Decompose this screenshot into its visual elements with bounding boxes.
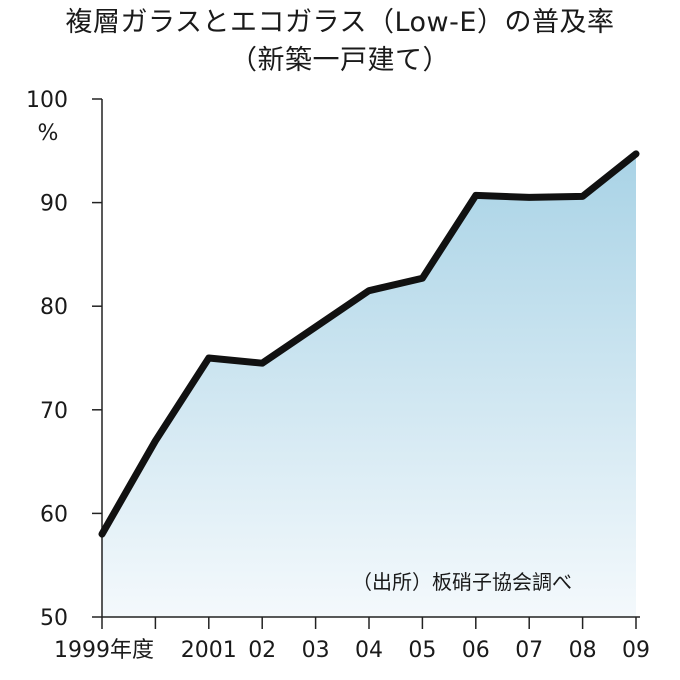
y-tick-label-50: 50 bbox=[40, 606, 68, 631]
chart-title: 複層ガラスとエコガラス（Low-E）の普及率 bbox=[65, 7, 615, 38]
x-tick-label-7: 06 bbox=[462, 638, 490, 663]
x-tick-label-3: 02 bbox=[248, 638, 276, 663]
x-tick-label-9: 08 bbox=[569, 638, 597, 663]
x-tick-label-4: 03 bbox=[302, 638, 330, 663]
x-tick-label-0: 1999年度 bbox=[54, 638, 154, 663]
y-tick-label-70: 70 bbox=[40, 399, 68, 424]
source-note: （出所）板硝子協会調べ bbox=[352, 570, 572, 594]
y-tick-label-60: 60 bbox=[40, 502, 68, 527]
y-unit-label: % bbox=[38, 121, 59, 146]
chart-subtitle: （新築一戸建て） bbox=[230, 45, 450, 76]
x-tick-label-6: 05 bbox=[408, 638, 436, 663]
x-tick-label-8: 07 bbox=[515, 638, 543, 663]
y-tick-label-100: 100 bbox=[26, 88, 68, 113]
y-tick-label-80: 80 bbox=[40, 295, 68, 320]
x-tick-label-2: 2001 bbox=[181, 638, 237, 663]
area-fill bbox=[102, 153, 636, 617]
x-tick-label-5: 04 bbox=[355, 638, 383, 663]
x-tick-label-10: 09 bbox=[622, 638, 650, 663]
y-tick-label-90: 90 bbox=[40, 192, 68, 217]
